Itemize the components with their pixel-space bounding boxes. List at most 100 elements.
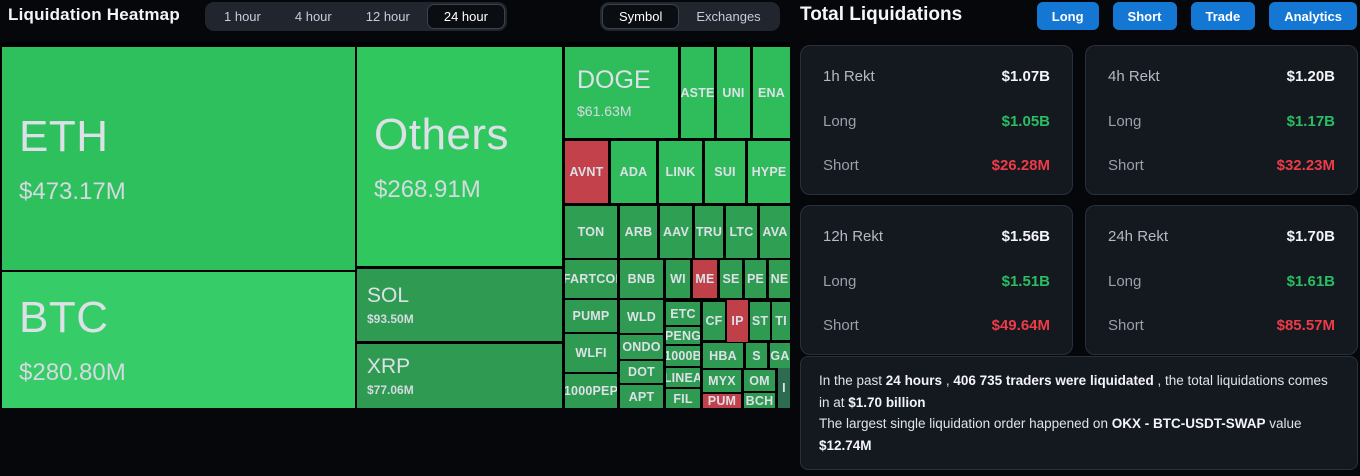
treemap-tile-wi[interactable]: WI xyxy=(666,260,690,298)
treemap-tile-om[interactable]: OM xyxy=(744,370,775,391)
row-label: Short xyxy=(1108,157,1144,174)
treemap-tile-aste[interactable]: ASTE xyxy=(681,47,714,138)
row-label: Long xyxy=(1108,112,1142,130)
time-range-selector: 1 hour 4 hour 12 hour 24 hour xyxy=(205,2,507,31)
treemap-tile-sui[interactable]: SUI xyxy=(705,141,745,203)
treemap-tile-s[interactable]: S xyxy=(746,343,767,368)
treemap-tile-linea[interactable]: LINEA xyxy=(666,368,700,387)
view-option-symbol[interactable]: Symbol xyxy=(602,4,680,29)
tile-symbol: TON xyxy=(577,225,605,239)
treemap-tile-wlfi[interactable]: WLFI xyxy=(565,334,617,372)
treemap-tile-ena[interactable]: ENA xyxy=(753,47,790,138)
treemap-tile-1000b[interactable]: 1000B xyxy=(666,346,700,366)
row-label: 12h Rekt xyxy=(823,228,884,245)
treemap-tile-ltc[interactable]: LTC xyxy=(726,206,757,258)
treemap-tile-fartcoi[interactable]: FARTCOI xyxy=(565,260,617,298)
treemap-tile-ava[interactable]: AVA xyxy=(760,206,790,258)
treemap-tile-pum[interactable]: PUM xyxy=(703,394,741,408)
tile-symbol: SE xyxy=(722,272,740,286)
treemap-tile-aav[interactable]: AAV xyxy=(660,206,692,258)
treemap-tile-bch[interactable]: BCH xyxy=(744,393,775,408)
row-label: 24h Rekt xyxy=(1108,228,1169,245)
short-button[interactable]: Short xyxy=(1112,2,1177,30)
tile-symbol: ASTE xyxy=(681,85,714,100)
treemap-tile-bnb[interactable]: BNB xyxy=(620,260,663,298)
treemap-tile-sol[interactable]: SOL $93.50M xyxy=(357,269,562,341)
view-option-exchanges[interactable]: Exchanges xyxy=(696,9,761,24)
tile-symbol: ADA xyxy=(619,165,648,179)
time-option-12-hour[interactable]: 12 hour xyxy=(365,9,410,24)
tile-symbol: TI xyxy=(775,314,787,328)
tile-symbol: LINK xyxy=(665,165,696,179)
tile-symbol: LINEA xyxy=(666,370,700,385)
treemap-tile-ne[interactable]: NE xyxy=(769,260,790,298)
treemap-tile-ti[interactable]: TI xyxy=(772,302,790,340)
treemap-tile-dot[interactable]: DOT xyxy=(620,361,663,383)
treemap-tile-se[interactable]: SE xyxy=(720,260,742,298)
rekt-card-4h: 4h Rekt $1.20B Long $1.17B Short $32.23M xyxy=(1085,45,1358,195)
treemap-tile-fil[interactable]: FIL xyxy=(666,389,700,408)
treemap-tile-ada[interactable]: ADA xyxy=(611,141,656,203)
top-bar: Liquidation Heatmap 1 hour 4 hour 12 hour 2… xyxy=(0,0,1360,34)
time-option-4-hour[interactable]: 4 hour xyxy=(294,9,332,24)
tile-symbol: OM xyxy=(749,373,770,388)
period-total-row: 1h Rekt $1.07B xyxy=(823,68,1050,85)
treemap-tile-tru[interactable]: TRU xyxy=(695,206,723,258)
long-button[interactable]: Long xyxy=(1036,2,1099,30)
trade-button[interactable]: Trade xyxy=(1190,2,1256,30)
row-label: Long xyxy=(823,112,857,130)
tile-symbol: FARTCOI xyxy=(565,272,617,286)
tile-symbol: ME xyxy=(695,272,715,286)
tile-symbol: ONDO xyxy=(622,340,661,354)
page-title: Liquidation Heatmap xyxy=(8,5,180,24)
treemap-tile-hype[interactable]: HYPE xyxy=(748,141,790,203)
treemap-tile-wld[interactable]: WLD xyxy=(620,300,663,333)
tile-symbol: ST xyxy=(751,314,769,328)
long-row: Long $1.61B xyxy=(1108,273,1335,290)
symbol-exchange-toggle: Symbol Exchanges xyxy=(600,2,780,31)
treemap-tile-ip[interactable]: IP xyxy=(727,300,748,342)
treemap-tile-hba[interactable]: HBA xyxy=(703,343,743,368)
treemap-tile-pe[interactable]: PE xyxy=(745,260,766,298)
row-label: 4h Rekt xyxy=(1108,68,1160,85)
treemap-tile-others[interactable]: Others $268.91M xyxy=(357,47,562,266)
short-row: Short $85.57M xyxy=(1108,317,1335,334)
treemap-tile-ondo[interactable]: ONDO xyxy=(620,335,663,359)
row-value: $1.61B xyxy=(1286,272,1335,290)
treemap-tile-avnt[interactable]: AVNT xyxy=(565,141,608,203)
treemap-tile-cf[interactable]: CF xyxy=(703,302,725,340)
treemap-tile-btc[interactable]: BTC $280.80M xyxy=(2,272,355,408)
treemap-tile-peng[interactable]: PENG xyxy=(666,327,700,344)
time-option-1-hour[interactable]: 1 hour xyxy=(224,9,261,24)
treemap-tile-arb[interactable]: ARB xyxy=(620,206,657,258)
treemap-tile-etc[interactable]: ETC xyxy=(666,302,700,325)
analytics-button[interactable]: Analytics xyxy=(1269,2,1357,30)
treemap-tile-xrp[interactable]: XRP $77.06M xyxy=(357,344,562,408)
tile-value: $93.50M xyxy=(367,312,414,326)
row-value: $32.23M xyxy=(1276,157,1335,174)
treemap-tile-uni[interactable]: UNI xyxy=(717,47,750,138)
short-row: Short $49.64M xyxy=(823,317,1050,334)
row-label: Long xyxy=(1108,272,1142,290)
treemap-tile-i[interactable]: I xyxy=(778,368,790,408)
rekt-cards: 1h Rekt $1.07B Long $1.05B Short $26.28M 4h Re… xyxy=(800,45,1358,355)
treemap-tile-pump[interactable]: PUMP xyxy=(565,300,617,332)
treemap-tile-ga[interactable]: GA xyxy=(770,343,790,368)
treemap-tile-me[interactable]: ME xyxy=(693,260,717,298)
period-total-row: 12h Rekt $1.56B xyxy=(823,228,1050,245)
tile-symbol: WLFI xyxy=(575,346,607,360)
summary-line: In the past 24 hours , 406 735 traders w… xyxy=(819,373,1328,410)
treemap-tile-eth[interactable]: ETH $473.17M xyxy=(2,47,355,270)
treemap-tile-st[interactable]: ST xyxy=(750,302,770,340)
tile-value: $61.63M xyxy=(577,103,632,119)
total-liquidations-title: Total Liquidations xyxy=(800,4,963,25)
tile-symbol: ETC xyxy=(670,306,696,321)
time-option-24-hour[interactable]: 24 hour xyxy=(426,4,505,29)
treemap-tile-1000pep[interactable]: 1000PEP xyxy=(565,374,617,408)
treemap-tile-myx[interactable]: MYX xyxy=(703,370,741,392)
treemap-tile-link[interactable]: LINK xyxy=(659,141,702,203)
tile-symbol: ENA xyxy=(758,85,785,100)
treemap-tile-doge[interactable]: DOGE $61.63M xyxy=(565,47,678,138)
treemap-tile-apt[interactable]: APT xyxy=(620,385,663,408)
treemap-tile-ton[interactable]: TON xyxy=(565,206,617,258)
